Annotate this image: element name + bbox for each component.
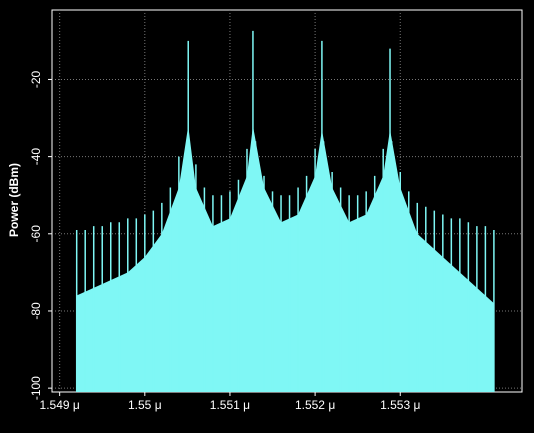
y-axis-label: Power (dBm) — [7, 163, 21, 237]
x-tick-label: 1.553 μ — [380, 398, 420, 412]
y-tick-label: -80 — [29, 302, 43, 320]
x-tick-label: 1.55 μ — [128, 398, 162, 412]
x-tick-label: 1.552 μ — [295, 398, 335, 412]
y-tick-label: -60 — [29, 225, 43, 243]
y-tick-label: -100 — [29, 376, 43, 400]
x-tick-label: 1.551 μ — [210, 398, 250, 412]
y-tick-label: -20 — [29, 70, 43, 88]
plot-marks — [75, 30, 495, 393]
y-tick-label: -40 — [29, 148, 43, 166]
x-tick-label: 1.549 μ — [40, 398, 80, 412]
